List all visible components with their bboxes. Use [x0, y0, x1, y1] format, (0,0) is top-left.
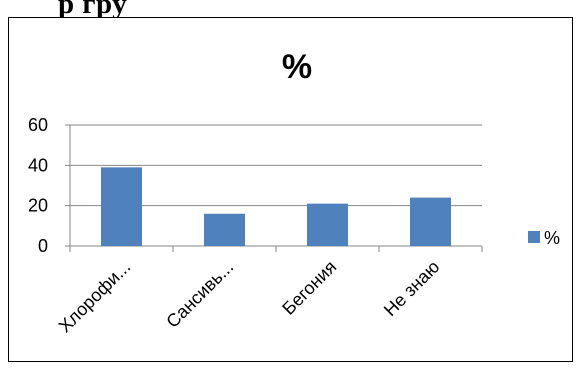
bar — [204, 213, 245, 246]
bar — [307, 203, 348, 246]
x-category-label: Сансивь... — [162, 257, 237, 332]
legend: % — [528, 228, 560, 248]
y-tick-label: 40 — [28, 155, 48, 175]
x-axis-labels: Хлорофи... Сансивь... Бегония Не знаю — [55, 257, 444, 337]
bar — [410, 197, 451, 246]
y-tick-label: 0 — [38, 236, 48, 256]
y-tick-label: 60 — [28, 115, 48, 135]
legend-label: % — [544, 228, 560, 248]
document-heading-fragment: р гру — [58, 0, 128, 20]
x-category-label: Не знаю — [380, 257, 443, 320]
legend-swatch — [528, 231, 540, 243]
y-axis-ticks: 0 20 40 60 — [28, 115, 48, 256]
chart-title: % — [282, 48, 312, 86]
x-category-label: Бегония — [278, 257, 340, 319]
bar — [101, 167, 142, 246]
bars — [101, 167, 451, 246]
y-tick-label: 20 — [28, 196, 48, 216]
x-category-label: Хлорофи... — [55, 257, 135, 337]
